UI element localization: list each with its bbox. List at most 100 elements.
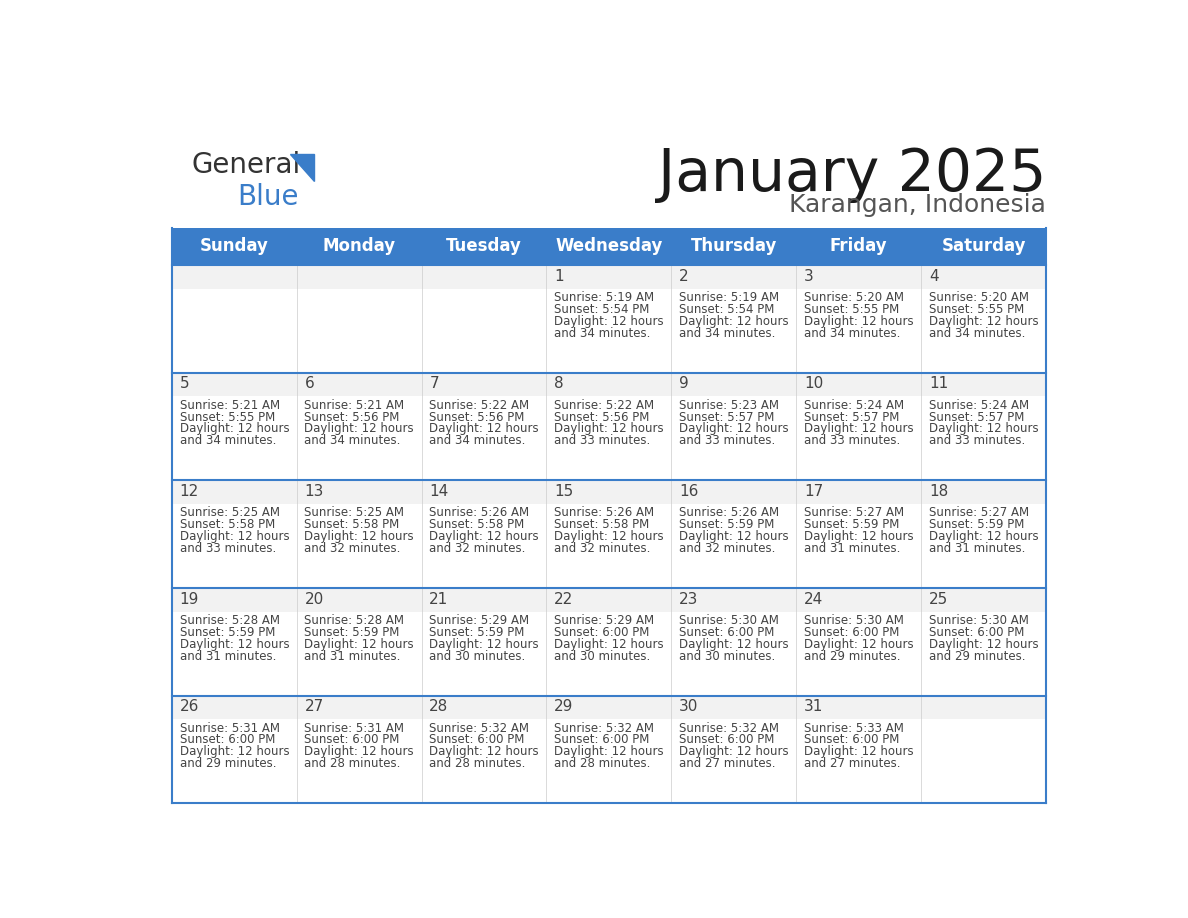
Text: Sunset: 6:00 PM: Sunset: 6:00 PM — [304, 733, 399, 746]
Text: Sunrise: 5:29 AM: Sunrise: 5:29 AM — [429, 614, 530, 627]
Text: Wednesday: Wednesday — [555, 238, 663, 255]
Bar — [297, 265, 422, 373]
Bar — [546, 373, 671, 480]
Text: Sunrise: 5:32 AM: Sunrise: 5:32 AM — [680, 722, 779, 734]
Text: Sunset: 6:00 PM: Sunset: 6:00 PM — [804, 733, 899, 746]
Text: Sunset: 5:59 PM: Sunset: 5:59 PM — [304, 626, 399, 639]
Text: Sunrise: 5:25 AM: Sunrise: 5:25 AM — [179, 506, 279, 520]
Text: and 27 minutes.: and 27 minutes. — [680, 757, 776, 770]
Text: Sunrise: 5:27 AM: Sunrise: 5:27 AM — [804, 506, 904, 520]
Bar — [546, 228, 671, 265]
Bar — [921, 696, 1045, 719]
Text: Sunrise: 5:31 AM: Sunrise: 5:31 AM — [179, 722, 279, 734]
Bar — [921, 588, 1045, 611]
Text: Daylight: 12 hours: Daylight: 12 hours — [304, 638, 413, 651]
Text: 2: 2 — [680, 269, 689, 284]
Text: Daylight: 12 hours: Daylight: 12 hours — [929, 315, 1038, 328]
Bar — [921, 265, 1045, 288]
Text: Sunrise: 5:20 AM: Sunrise: 5:20 AM — [929, 291, 1029, 304]
Text: General: General — [191, 151, 301, 179]
Text: Thursday: Thursday — [690, 238, 777, 255]
Text: Sunrise: 5:26 AM: Sunrise: 5:26 AM — [680, 506, 779, 520]
Text: Sunset: 5:56 PM: Sunset: 5:56 PM — [429, 410, 525, 423]
Bar — [921, 480, 1045, 588]
Bar — [921, 480, 1045, 504]
Text: Sunset: 5:59 PM: Sunset: 5:59 PM — [929, 518, 1024, 532]
Bar — [422, 480, 546, 588]
Text: 11: 11 — [929, 376, 948, 391]
Text: Daylight: 12 hours: Daylight: 12 hours — [554, 315, 664, 328]
Bar — [796, 588, 921, 611]
Bar — [796, 373, 921, 480]
Text: Daylight: 12 hours: Daylight: 12 hours — [804, 422, 914, 435]
Text: Sunrise: 5:33 AM: Sunrise: 5:33 AM — [804, 722, 904, 734]
Text: Daylight: 12 hours: Daylight: 12 hours — [179, 422, 289, 435]
Bar — [172, 588, 297, 696]
Bar — [172, 696, 297, 803]
Text: Sunset: 5:58 PM: Sunset: 5:58 PM — [554, 518, 650, 532]
Text: Daylight: 12 hours: Daylight: 12 hours — [429, 638, 539, 651]
Bar — [671, 696, 796, 803]
Text: Sunrise: 5:26 AM: Sunrise: 5:26 AM — [429, 506, 530, 520]
Text: Sunrise: 5:19 AM: Sunrise: 5:19 AM — [554, 291, 655, 304]
Bar — [546, 265, 671, 373]
Bar — [921, 265, 1045, 373]
Text: 1: 1 — [554, 269, 564, 284]
Text: Sunday: Sunday — [200, 238, 268, 255]
Bar — [172, 480, 297, 504]
Text: Sunrise: 5:23 AM: Sunrise: 5:23 AM — [680, 398, 779, 411]
Text: 15: 15 — [554, 484, 574, 499]
Text: and 33 minutes.: and 33 minutes. — [680, 434, 776, 447]
Text: and 30 minutes.: and 30 minutes. — [429, 650, 525, 663]
Text: 8: 8 — [554, 376, 564, 391]
Text: Sunset: 6:00 PM: Sunset: 6:00 PM — [804, 626, 899, 639]
Text: and 30 minutes.: and 30 minutes. — [680, 650, 776, 663]
Text: Daylight: 12 hours: Daylight: 12 hours — [680, 745, 789, 758]
Text: Tuesday: Tuesday — [446, 238, 522, 255]
Text: Daylight: 12 hours: Daylight: 12 hours — [929, 422, 1038, 435]
Text: 9: 9 — [680, 376, 689, 391]
Text: and 31 minutes.: and 31 minutes. — [929, 542, 1025, 555]
Text: Sunset: 6:00 PM: Sunset: 6:00 PM — [429, 733, 525, 746]
Text: January 2025: January 2025 — [658, 146, 1045, 203]
Text: Daylight: 12 hours: Daylight: 12 hours — [554, 638, 664, 651]
Bar — [796, 696, 921, 803]
Bar — [796, 480, 921, 588]
Bar — [172, 228, 297, 265]
Text: and 29 minutes.: and 29 minutes. — [179, 757, 276, 770]
Text: 13: 13 — [304, 484, 324, 499]
Bar — [921, 696, 1045, 803]
Bar — [796, 265, 921, 373]
Text: Daylight: 12 hours: Daylight: 12 hours — [179, 530, 289, 543]
Bar — [297, 480, 422, 504]
Text: Daylight: 12 hours: Daylight: 12 hours — [680, 315, 789, 328]
Text: and 33 minutes.: and 33 minutes. — [179, 542, 276, 555]
Text: 16: 16 — [680, 484, 699, 499]
Bar — [422, 588, 546, 611]
Text: Daylight: 12 hours: Daylight: 12 hours — [804, 530, 914, 543]
Text: and 34 minutes.: and 34 minutes. — [804, 327, 901, 340]
Text: Daylight: 12 hours: Daylight: 12 hours — [929, 638, 1038, 651]
Bar — [546, 480, 671, 504]
Text: Sunrise: 5:29 AM: Sunrise: 5:29 AM — [554, 614, 655, 627]
Text: 27: 27 — [304, 700, 323, 714]
Text: Blue: Blue — [238, 184, 299, 211]
Text: Sunrise: 5:22 AM: Sunrise: 5:22 AM — [429, 398, 530, 411]
Text: Sunrise: 5:25 AM: Sunrise: 5:25 AM — [304, 506, 404, 520]
Text: Karangan, Indonesia: Karangan, Indonesia — [789, 194, 1045, 218]
Bar — [297, 696, 422, 719]
Text: Sunrise: 5:30 AM: Sunrise: 5:30 AM — [929, 614, 1029, 627]
Text: Daylight: 12 hours: Daylight: 12 hours — [429, 422, 539, 435]
Text: and 32 minutes.: and 32 minutes. — [429, 542, 525, 555]
Text: and 28 minutes.: and 28 minutes. — [554, 757, 651, 770]
Polygon shape — [290, 154, 314, 181]
Text: and 27 minutes.: and 27 minutes. — [804, 757, 901, 770]
Text: and 29 minutes.: and 29 minutes. — [929, 650, 1025, 663]
Bar — [297, 480, 422, 588]
Bar — [422, 373, 546, 480]
Text: Daylight: 12 hours: Daylight: 12 hours — [429, 530, 539, 543]
Text: 7: 7 — [429, 376, 438, 391]
Bar — [546, 696, 671, 719]
Bar — [297, 265, 422, 288]
Bar — [671, 588, 796, 611]
